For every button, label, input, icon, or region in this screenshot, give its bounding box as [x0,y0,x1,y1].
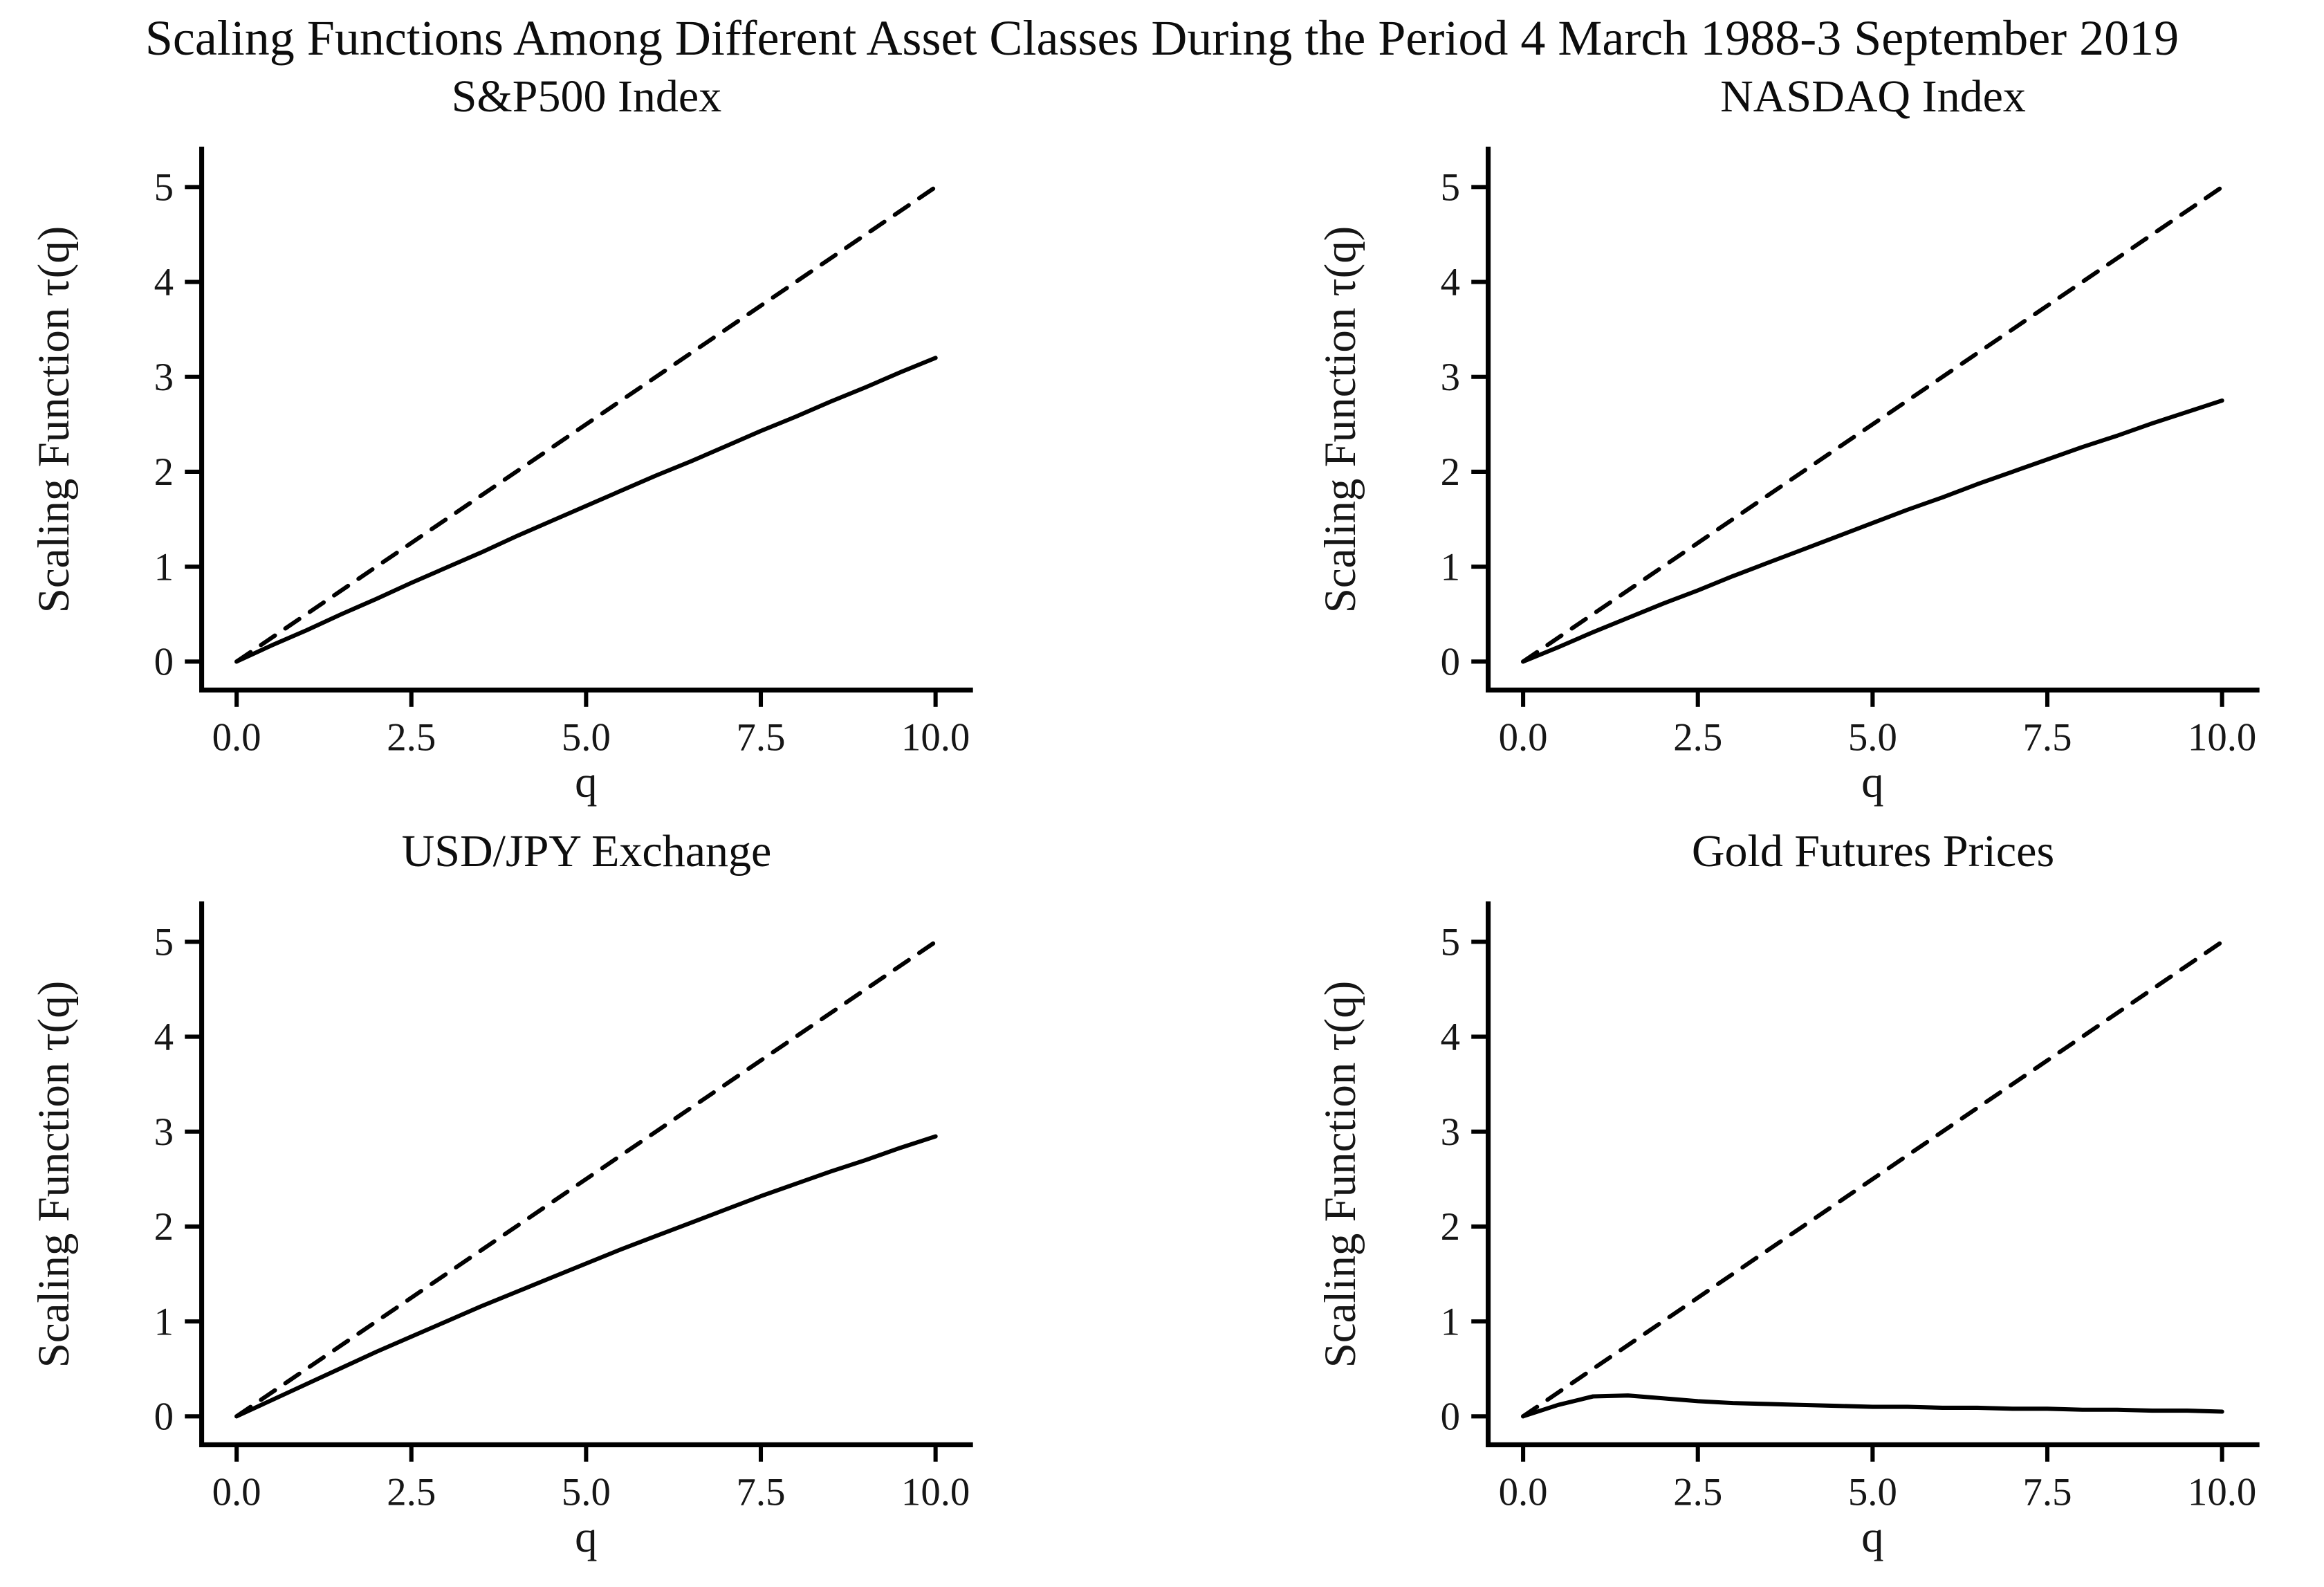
y-axis-label: Scaling Function τ(q) [29,226,79,614]
y-tick-label: 3 [154,1110,174,1154]
x-tick-label: 10.0 [2188,716,2256,760]
y-axis-label: Scaling Function τ(q) [29,981,79,1368]
subplot-title-usdjpy: USD/JPY Exchange [401,826,772,877]
axis-spines [199,901,973,1448]
x-tick-label: 2.5 [387,1471,436,1514]
x-tick-label: 0.0 [212,716,261,760]
x-tick-label: 7.5 [737,1471,786,1514]
y-tick-label: 0 [154,641,174,684]
chart-usdjpy: 0.0 2.5 5.0 7.5 10.0 0 1 2 3 4 5 q Scaling Function … [29,901,973,1562]
y-tick-label: 3 [1441,356,1460,399]
x-tick-label: 2.5 [1673,716,1722,760]
subplot-nasdaq: NASDAQ Index 0.0 2.5 5.0 7.5 10.0 0 1 2 3 4 5 q Scal… [1314,71,2296,815]
y-tick-label: 2 [154,450,174,494]
series-linear-reference [1521,939,2224,1419]
y-tick-label: 5 [154,921,174,964]
x-axis-label: q [575,758,597,807]
y-tick-label: 1 [1441,1300,1460,1343]
series-scaling-function-nasdaq [1521,398,2224,664]
y-tick-label: 4 [1441,261,1460,304]
series-scaling-function-gold [1521,1393,2224,1419]
y-tick-label: 0 [1441,1395,1460,1439]
x-tick-label: 10.0 [901,1471,970,1514]
y-tick-label: 5 [1441,921,1460,964]
axis-spines [1486,147,2260,693]
subplot-gold: Gold Futures Prices 0.0 2.5 5.0 7.5 10.0 0 1 2 3… [1314,826,2296,1570]
figure-title: Scaling Functions Among Different Asset … [145,10,2179,66]
x-tick-label: 7.5 [737,716,786,760]
x-tick-label: 2.5 [387,716,436,760]
x-tick-label: 5.0 [1848,716,1897,760]
axis-spines [1486,901,2260,1448]
series-linear-reference [1521,185,2224,664]
series-linear-reference [234,939,938,1419]
series-scaling-function-usdjpy [234,1134,938,1419]
x-axis-label: q [1861,758,1883,807]
x-tick-label: 5.0 [562,1471,611,1514]
series-scaling-function-sp500 [234,356,938,664]
subplot-title-sp500: S&P500 Index [451,71,722,122]
x-tick-label: 5.0 [1848,1471,1897,1514]
chart-nasdaq: 0.0 2.5 5.0 7.5 10.0 0 1 2 3 4 5 q Scaling Function … [1316,147,2260,807]
figure-page: Scaling Functions Among Different Asset … [0,10,2324,1587]
y-tick-label: 1 [1441,545,1460,589]
y-tick-label: 2 [154,1205,174,1249]
y-tick-label: 2 [1441,450,1460,494]
x-tick-label: 7.5 [2023,1471,2072,1514]
y-tick-label: 2 [1441,1205,1460,1249]
x-tick-label: 0.0 [1499,1471,1548,1514]
y-tick-label: 3 [1441,1110,1460,1154]
x-tick-label: 10.0 [901,716,970,760]
y-tick-label: 4 [154,261,174,304]
x-axis-label: q [575,1512,597,1562]
y-tick-label: 1 [154,1300,174,1343]
subplot-usdjpy: USD/JPY Exchange 0.0 2.5 5.0 7.5 10.0 0 1 2 3 4 5 q… [28,826,1010,1570]
axis-spines [199,147,973,693]
series-linear-reference [234,185,938,664]
y-tick-label: 0 [1441,641,1460,684]
y-axis-label: Scaling Function τ(q) [1316,981,1365,1368]
x-tick-label: 10.0 [2188,1471,2256,1514]
subplot-title-nasdaq: NASDAQ Index [1720,71,2026,122]
y-tick-label: 3 [154,356,174,399]
y-tick-label: 4 [1441,1016,1460,1059]
x-tick-label: 7.5 [2023,716,2072,760]
chart-gold: 0.0 2.5 5.0 7.5 10.0 0 1 2 3 4 5 q Scaling Function … [1316,901,2260,1562]
y-tick-label: 5 [1441,166,1460,210]
chart-sp500: 0.0 2.5 5.0 7.5 10.0 0 1 2 3 4 5 q Scaling Function … [29,147,973,807]
subplot-grid: S&P500 Index 0.0 2.5 5.0 7.5 10.0 0 1 2 3 4 5 q Scal… [0,71,2324,1570]
x-tick-label: 0.0 [1499,716,1548,760]
x-axis-label: q [1861,1512,1883,1562]
subplot-sp500: S&P500 Index 0.0 2.5 5.0 7.5 10.0 0 1 2 3 4 5 q Scal… [28,71,1010,815]
y-tick-label: 0 [154,1395,174,1439]
y-tick-label: 5 [154,166,174,210]
y-axis-label: Scaling Function τ(q) [1316,226,1365,614]
x-tick-label: 5.0 [562,716,611,760]
y-tick-label: 1 [154,545,174,589]
y-tick-label: 4 [154,1016,174,1059]
x-tick-label: 2.5 [1673,1471,1722,1514]
x-tick-label: 0.0 [212,1471,261,1514]
subplot-title-gold: Gold Futures Prices [1691,826,2055,877]
